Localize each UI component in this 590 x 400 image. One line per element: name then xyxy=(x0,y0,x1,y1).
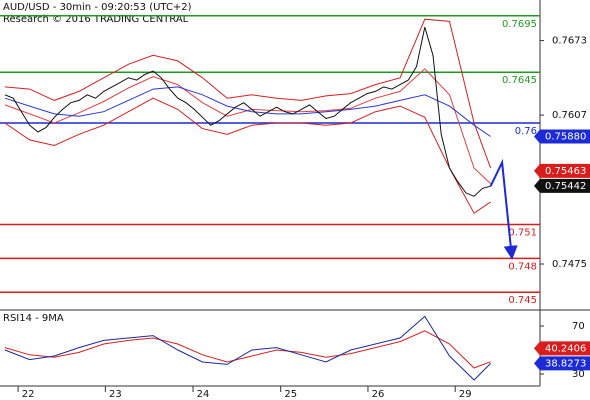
price-tag xyxy=(534,178,590,193)
x-tick-label: 26 xyxy=(372,389,385,400)
price-tag-label: 0.75442 xyxy=(545,181,586,192)
level-label: 0.748 xyxy=(508,261,537,272)
level-label: 0.7695 xyxy=(502,19,537,30)
level-label: 0.76 xyxy=(515,126,537,137)
x-tick-label: 24 xyxy=(197,389,210,400)
x-tick-label: 22 xyxy=(22,389,35,400)
projection-arrow xyxy=(489,158,518,260)
level-label: 0.7645 xyxy=(502,75,537,86)
series-line xyxy=(4,97,491,214)
x-tick-label: 23 xyxy=(109,389,122,400)
y-tick-label: 0.7607 xyxy=(552,110,587,121)
series-line xyxy=(4,26,491,197)
level-label: 0.745 xyxy=(508,295,537,306)
series-line xyxy=(4,18,492,169)
series-line xyxy=(4,330,491,369)
x-tick-label: 29 xyxy=(459,389,472,400)
price-tag xyxy=(534,341,590,356)
price-tag xyxy=(534,163,590,178)
price-tag-label: 40.2406 xyxy=(545,343,586,354)
level-label: 0.751 xyxy=(508,228,537,239)
price-tag-label: 0.75463 xyxy=(545,166,586,177)
price-tag-label: 0.75880 xyxy=(545,132,586,143)
series-line xyxy=(4,315,491,381)
y-tick-label: 0.7475 xyxy=(552,259,587,270)
price-tag xyxy=(534,356,590,371)
panel-title: RSI14 - 9MA xyxy=(3,313,64,324)
y-tick-label: 70 xyxy=(572,321,585,332)
series-line xyxy=(4,86,491,137)
y-tick-label: 0.7673 xyxy=(552,36,587,47)
x-tick-label: 25 xyxy=(284,389,297,400)
y-tick-label: 30 xyxy=(572,369,585,380)
price-tag-label: 38.8273 xyxy=(545,358,586,369)
chart-title: AUD/USD - 30min - 09:20:53 (UTC+2) xyxy=(3,2,192,13)
price-tag xyxy=(534,129,590,144)
chart-subtitle: Research © 2016 TRADING CENTRAL xyxy=(3,14,189,25)
